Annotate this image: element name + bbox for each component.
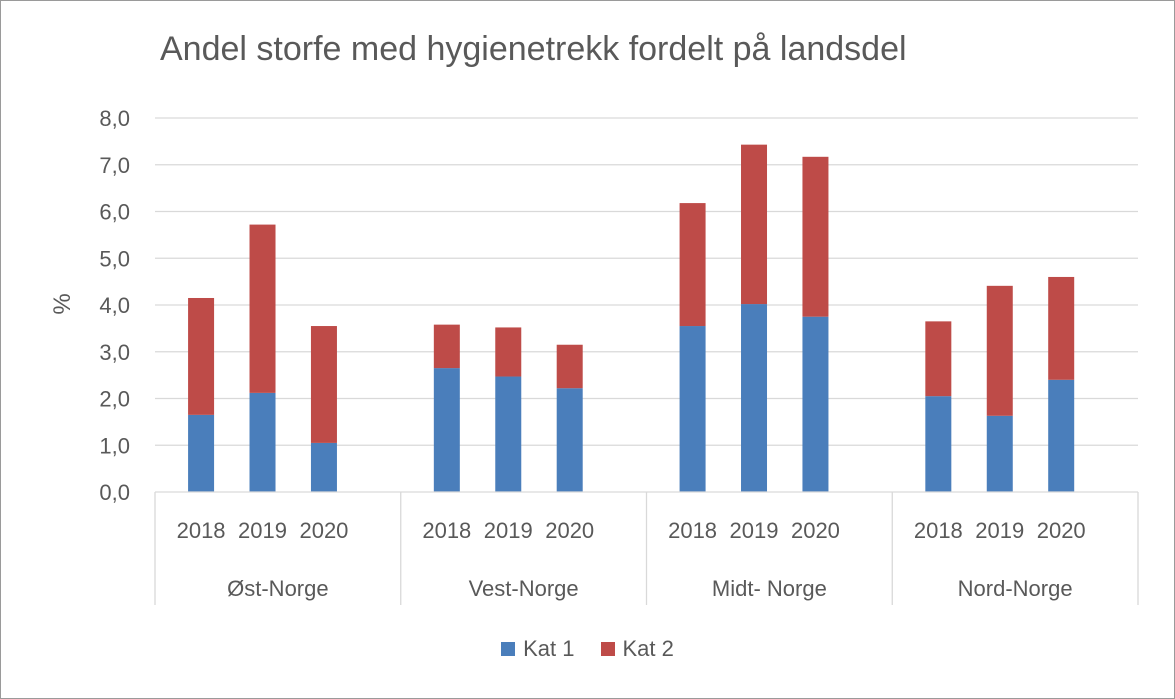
y-tick-label: 0,0	[99, 480, 130, 505]
bar-kat-1	[249, 392, 276, 492]
axes: 0,0 1,0 2,0 3,0 4,0 5,0 6,0 7,0 8,0 2018 2019 2020 Ø…	[99, 106, 1139, 605]
group-label: Vest-Norge	[469, 576, 579, 601]
bar-kat-1	[556, 388, 583, 492]
bar-kat-2	[310, 326, 337, 443]
x-tick-label: 2018	[177, 518, 226, 543]
group-label: Midt- Norge	[712, 576, 827, 601]
bar-kat-2	[925, 321, 952, 397]
bar-kat-1	[741, 304, 768, 492]
bar-kat-2	[741, 144, 768, 305]
y-axis-label: %	[49, 293, 76, 314]
y-tick-label: 8,0	[99, 106, 130, 131]
y-tick-label: 4,0	[99, 293, 130, 318]
y-tick-label: 5,0	[99, 246, 130, 271]
bar-kat-2	[986, 285, 1013, 416]
group-label: Øst-Norge	[227, 576, 328, 601]
bar-kat-1	[802, 316, 829, 492]
y-tick-label: 1,0	[99, 433, 130, 458]
bar-kat-1	[310, 442, 337, 492]
x-tick-label: 2018	[422, 518, 471, 543]
bar-kat-1	[433, 368, 460, 492]
bar-kat-2	[249, 224, 276, 393]
bar-kat-1	[188, 414, 215, 492]
legend-label: Kat 2	[622, 636, 674, 661]
y-tick-label: 3,0	[99, 340, 130, 365]
bar-kat-1	[925, 396, 952, 492]
legend-swatch	[600, 642, 615, 656]
bar-kat-2	[679, 203, 706, 327]
bar-kat-2	[1048, 276, 1075, 380]
bar-kat-2	[802, 156, 829, 317]
chart-title: Andel storfe med hygienetrekk fordelt på…	[160, 30, 907, 68]
x-tick-label: 2019	[730, 518, 779, 543]
x-tick-label: 2018	[914, 518, 963, 543]
y-tick-label: 2,0	[99, 387, 130, 412]
y-tick-label: 6,0	[99, 200, 130, 225]
bar-kat-1	[1048, 379, 1075, 492]
legend: Kat 1 Kat 2	[0, 636, 1175, 662]
bar-kat-1	[495, 376, 522, 492]
x-tick-label: 2020	[545, 518, 594, 543]
x-tick-label: 2019	[238, 518, 287, 543]
group-label: Nord-Norge	[958, 576, 1073, 601]
legend-label: Kat 1	[523, 636, 575, 661]
legend-item: Kat 2	[600, 636, 674, 662]
x-tick-label: 2019	[484, 518, 533, 543]
bar-kat-1	[679, 326, 706, 492]
x-tick-label: 2020	[1037, 518, 1086, 543]
x-tick-label: 2020	[299, 518, 348, 543]
x-tick-label: 2018	[668, 518, 717, 543]
bar-kat-2	[188, 297, 215, 415]
bar-kat-2	[495, 327, 522, 377]
bar-kat-2	[433, 324, 460, 369]
legend-item: Kat 1	[501, 636, 575, 662]
x-tick-label: 2020	[791, 518, 840, 543]
bars	[188, 144, 1075, 492]
legend-swatch	[501, 642, 516, 656]
x-tick-label: 2019	[975, 518, 1024, 543]
bar-kat-1	[986, 415, 1013, 492]
bar-kat-2	[556, 344, 583, 389]
y-tick-label: 7,0	[99, 153, 130, 178]
